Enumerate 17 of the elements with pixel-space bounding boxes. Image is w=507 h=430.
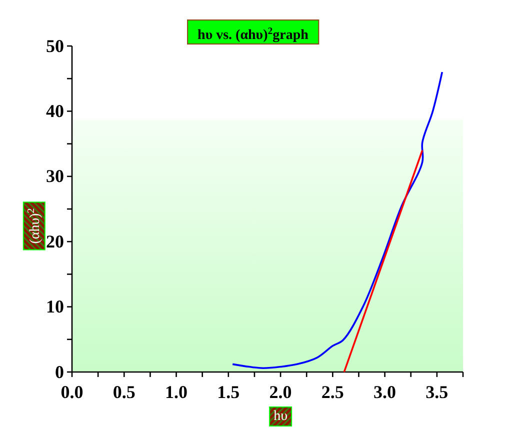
x-tick-label: 0.5 — [112, 382, 136, 402]
y-tick-label: 20 — [46, 231, 64, 252]
x-tick-label: 3.0 — [374, 382, 396, 402]
x-tick-label: 3.5 — [426, 382, 448, 402]
x-tick-label: 2.5 — [321, 382, 344, 402]
line-series — [232, 71, 444, 369]
chart-title: hυ vs. (αhυ)$^{2}$graph — [198, 26, 309, 43]
y-tick-label: 50 — [46, 36, 64, 56]
x-tick-label: 1.0 — [165, 382, 188, 402]
x-axis-title: hυ — [274, 409, 288, 424]
y-tick-label: 40 — [46, 100, 64, 121]
x-tick-label: 2.0 — [269, 382, 292, 402]
y-tick-label: 0 — [55, 362, 64, 382]
y-tick-label: 30 — [46, 166, 64, 186]
x-tick-label: 0.0 — [60, 382, 84, 402]
x-tick-label: 1.5 — [217, 382, 240, 402]
y-tick-label: 10 — [46, 296, 64, 317]
